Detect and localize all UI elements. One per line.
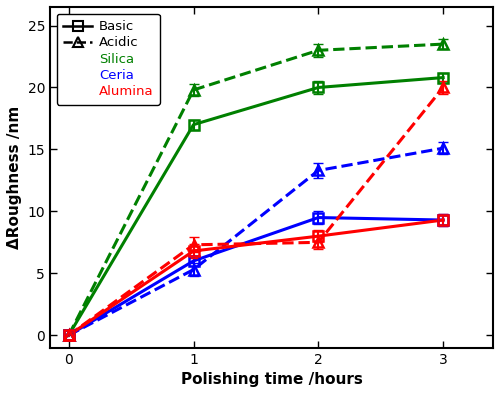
Y-axis label: ΔRoughness /nm: ΔRoughness /nm <box>7 106 22 249</box>
X-axis label: Polishing time /hours: Polishing time /hours <box>180 372 362 387</box>
Legend: Basic, Acidic, Silica, Ceria, Alumina: Basic, Acidic, Silica, Ceria, Alumina <box>56 13 160 105</box>
